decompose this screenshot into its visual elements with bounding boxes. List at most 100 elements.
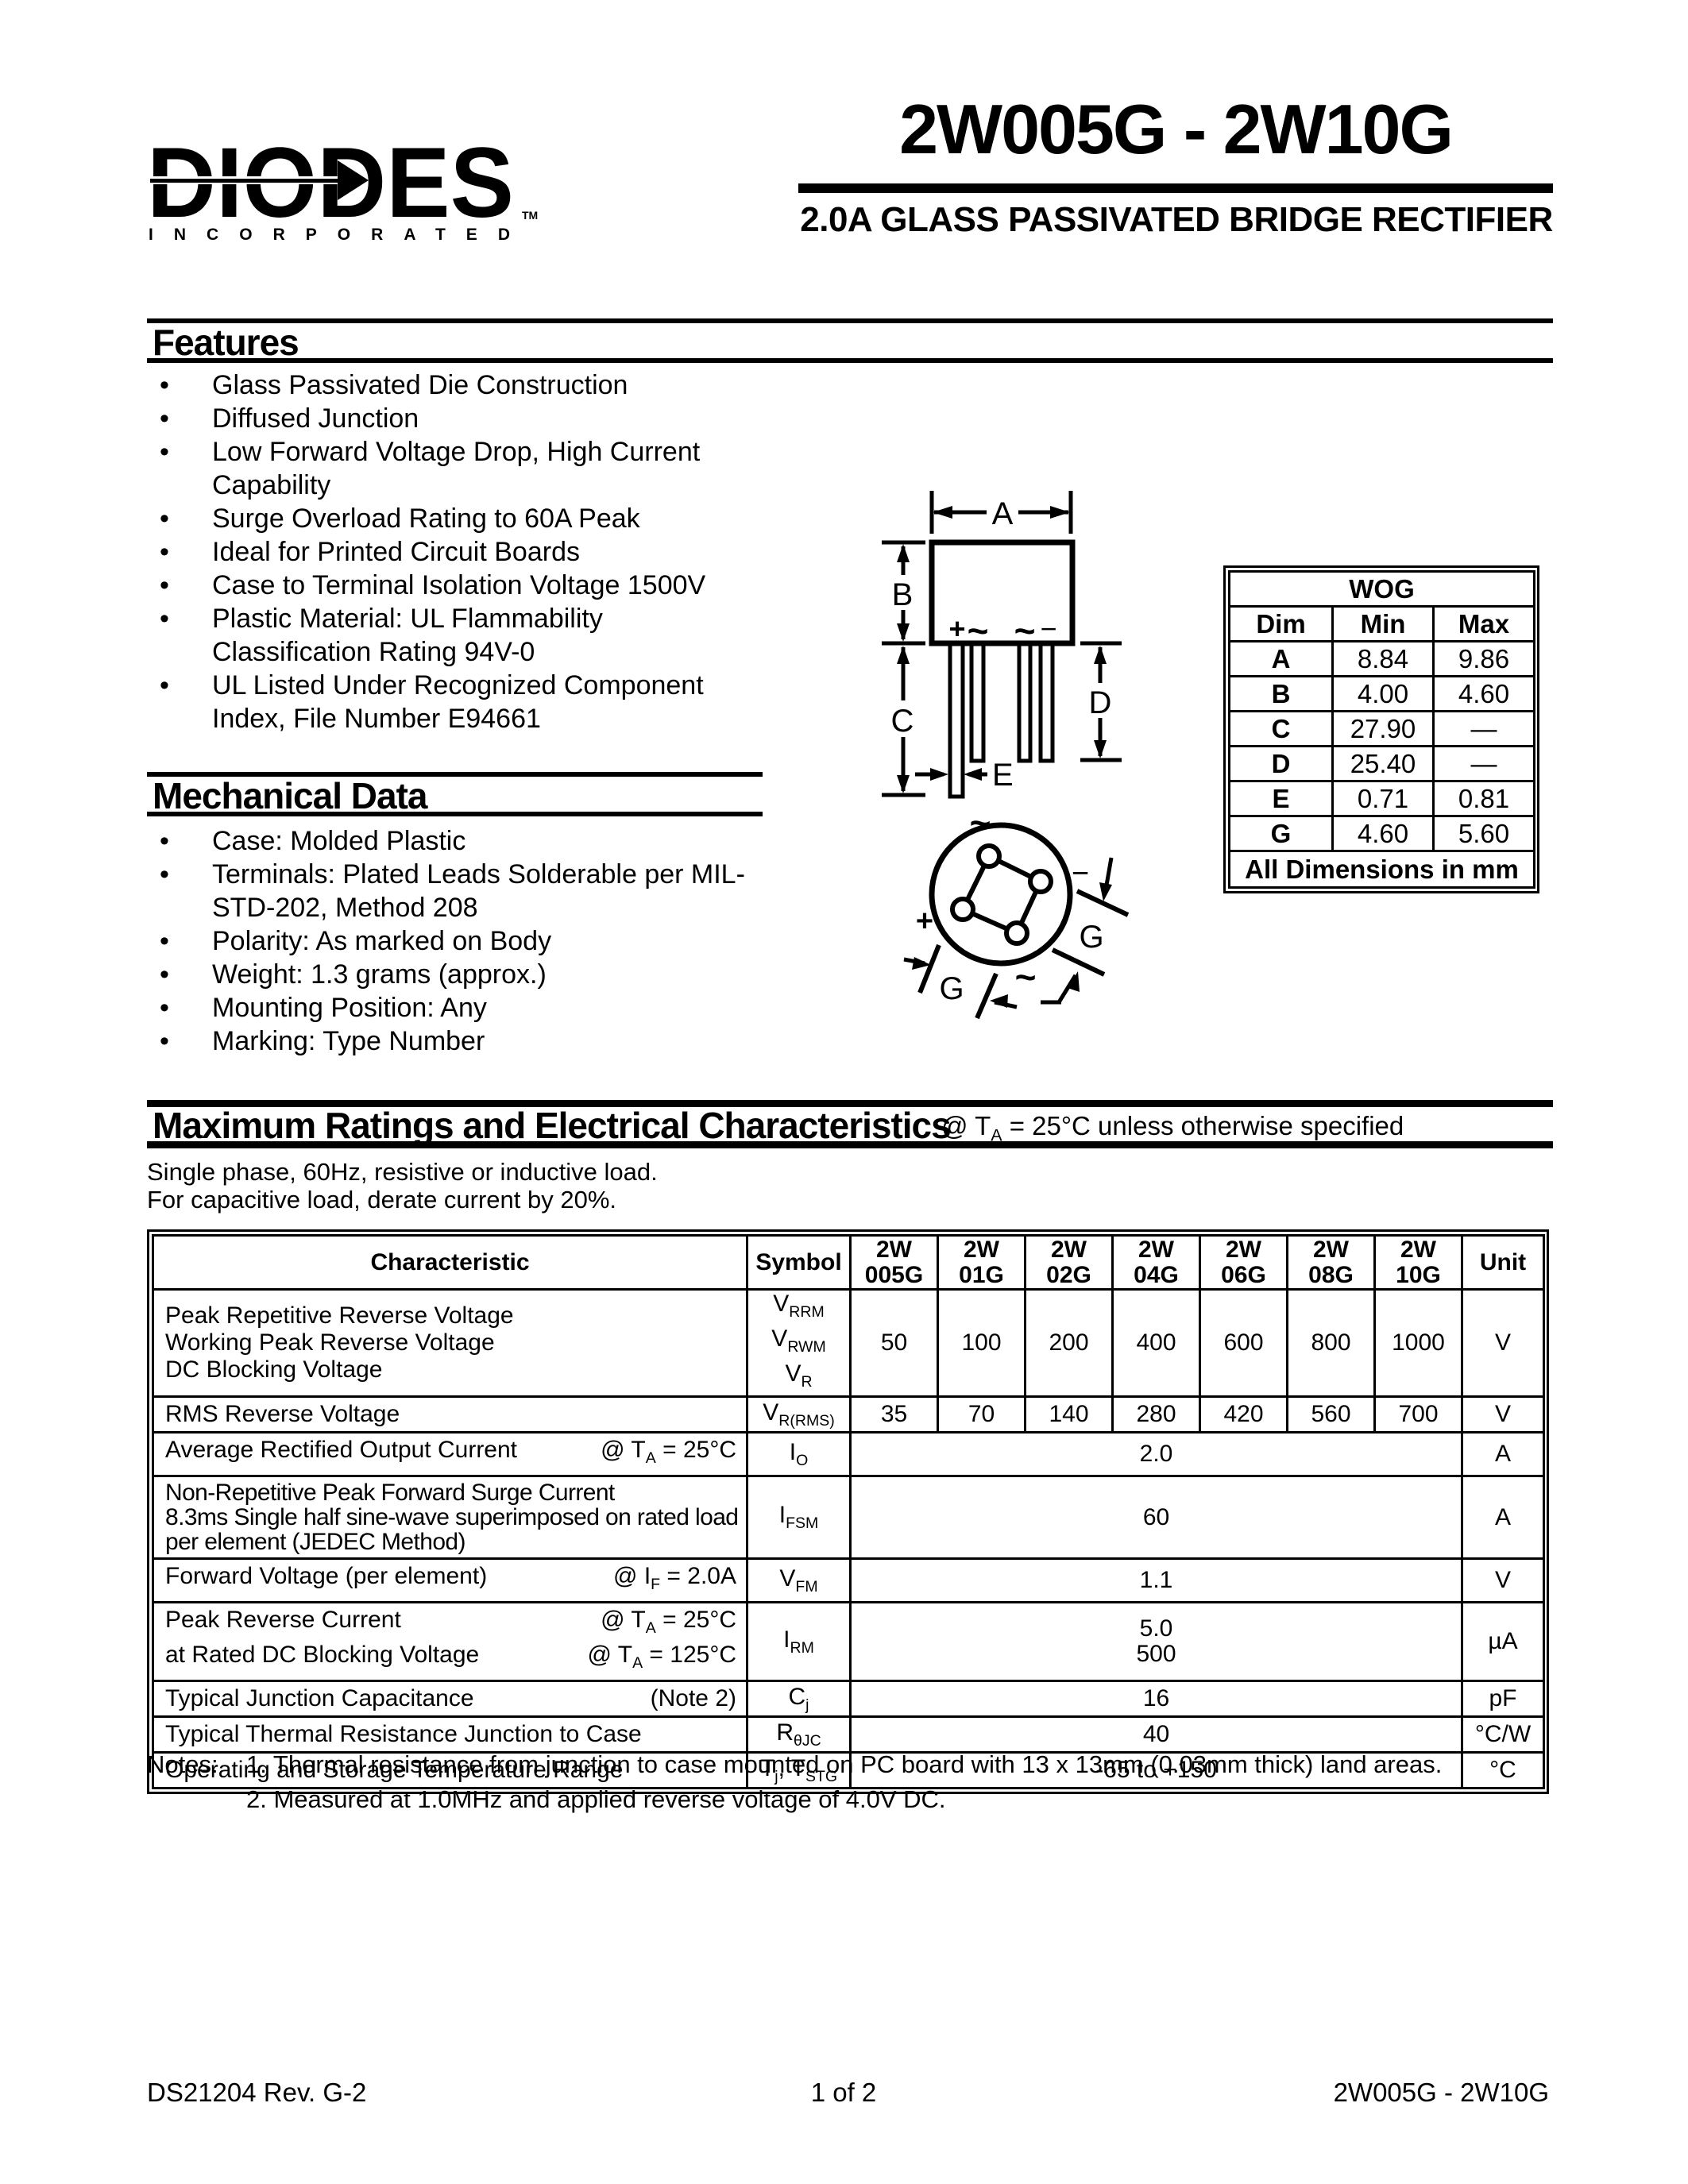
max-cell: 9.86: [1431, 640, 1536, 677]
column-header-part: 2W 02G: [1024, 1234, 1114, 1291]
table-header-row: Characteristic Symbol 2W 005G 2W 01G 2W 02G…: [152, 1234, 1545, 1291]
mechanical-rule-bottom: [147, 812, 763, 816]
min-cell: 27.90: [1331, 710, 1435, 747]
page-title: 2W005G - 2W10G: [899, 90, 1454, 168]
logo-arrow-shaft: [150, 179, 341, 183]
pad-mark-minus: −: [1072, 857, 1089, 890]
unit-cell: V: [1461, 1557, 1545, 1603]
list-item: UL Listed Under Recognized Component Ind…: [147, 669, 751, 735]
list-item: Plastic Material: UL Flammability Classi…: [147, 602, 751, 669]
max-cell: 5.60: [1431, 815, 1536, 852]
table-row: Peak Repetitive Reverse Voltage Working …: [152, 1288, 1545, 1398]
min-cell: 4.00: [1331, 675, 1435, 712]
dim-cell: A: [1228, 640, 1334, 677]
logo-arrow-icon: [338, 160, 369, 200]
dimension-table-title: WOG: [1227, 570, 1536, 608]
symbol-cell: VRRM VRWM VR: [746, 1288, 852, 1398]
column-header: Dim: [1228, 605, 1334, 642]
column-header-characteristic: Characteristic: [152, 1234, 748, 1291]
min-cell: 8.84: [1331, 640, 1435, 677]
symbol-cell: IRM: [746, 1601, 852, 1682]
pad-mark-plus: +: [916, 905, 933, 938]
table-row: G 4.60 5.60: [1228, 815, 1536, 852]
table-row: A 8.84 9.86: [1228, 640, 1536, 677]
dim-label-g: G: [939, 971, 964, 1006]
footer-part-range: 2W005G - 2W10G: [1333, 2078, 1549, 2107]
list-item: Case: Molded Plastic: [147, 824, 751, 858]
list-item: Marking: Type Number: [147, 1024, 751, 1058]
list-item: Mounting Position: Any: [147, 991, 751, 1024]
pad-mark-ac: ~: [1015, 956, 1037, 997]
ratings-rule-top: [147, 1100, 1553, 1107]
symbol-cell: Cj: [746, 1680, 852, 1718]
dim-label-g: G: [1079, 920, 1103, 955]
unit-cell: µA: [1461, 1601, 1545, 1682]
footer-page-number: 1 of 2: [810, 2078, 877, 2107]
table-row: Peak Reverse Current @ TA = 25°C at Rate…: [152, 1601, 1545, 1682]
list-item: Surge Overload Rating to 60A Peak: [147, 502, 751, 535]
unit-cell: A: [1461, 1431, 1545, 1477]
symbol-cell: Tj, TSTG: [746, 1751, 852, 1789]
table-row: Average Rectified Output Current @ TA = …: [152, 1431, 1545, 1477]
mechanical-rule-top: [147, 772, 763, 777]
ratings-heading: Maximum Ratings and Electrical Character…: [153, 1105, 952, 1146]
dim-label-c: C: [891, 704, 914, 739]
column-header-part: 2W 06G: [1199, 1234, 1288, 1291]
symbol-cell: VR(RMS): [746, 1395, 852, 1433]
unit-cell: V: [1461, 1395, 1545, 1433]
list-item: Weight: 1.3 grams (approx.): [147, 958, 751, 991]
load-condition-line: Single phase, 60Hz, resistive or inducti…: [147, 1158, 658, 1186]
dim-cell: D: [1228, 745, 1334, 782]
features-rule-top: [147, 318, 1553, 323]
ratings-table: Characteristic Symbol 2W 005G 2W 01G 2W 02G…: [147, 1229, 1549, 1794]
list-item: Glass Passivated Die Construction: [147, 369, 751, 402]
body-mark-ac: ~: [968, 610, 989, 651]
mechanical-heading: Mechanical Data: [153, 775, 427, 816]
table-row: Typical Thermal Resistance Junction to C…: [152, 1715, 1545, 1754]
package-outline-diagram: A + ~ ~ − B C D: [882, 491, 1130, 1020]
title-rule: [798, 183, 1553, 193]
unit-cell: V: [1461, 1288, 1545, 1398]
table-row: Typical Junction Capacitance (Note 2) Cj…: [152, 1680, 1545, 1718]
table-row: C 27.90 —: [1228, 710, 1536, 747]
table-row: E 0.71 0.81: [1228, 780, 1536, 817]
dim-cell: B: [1228, 675, 1334, 712]
unit-cell: pF: [1461, 1680, 1545, 1718]
column-header: Min: [1331, 605, 1435, 642]
column-header-part: 2W 08G: [1286, 1234, 1376, 1291]
dimension-table-footer: All Dimensions in mm: [1227, 850, 1536, 889]
footer-doc-number: DS21204 Rev. G-2: [147, 2078, 367, 2107]
features-heading: Features: [153, 322, 299, 363]
list-item: Diffused Junction: [147, 402, 751, 435]
body-mark-minus: −: [1040, 612, 1056, 645]
body-mark-plus: +: [948, 612, 965, 645]
unit-cell: A: [1461, 1475, 1545, 1560]
max-cell: 0.81: [1431, 780, 1536, 817]
features-list: Glass Passivated Die Construction Diffus…: [147, 369, 751, 735]
max-cell: 4.60: [1431, 675, 1536, 712]
list-item: Case to Terminal Isolation Voltage 1500V: [147, 569, 751, 602]
ratings-rule-bottom: [147, 1141, 1553, 1148]
dim-label-b: B: [892, 577, 914, 612]
dim-label-a: A: [992, 496, 1014, 531]
symbol-cell: VFM: [746, 1557, 852, 1603]
max-cell: —: [1431, 710, 1536, 747]
table-row: Operating and Storage Temperature Range …: [152, 1751, 1545, 1789]
mechanical-list: Case: Molded Plastic Terminals: Plated L…: [147, 824, 751, 1058]
note-line: 2. Measured at 1.0MHz and applied revers…: [246, 1785, 946, 1813]
min-cell: 4.60: [1331, 815, 1435, 852]
table-row: B 4.00 4.60: [1228, 675, 1536, 712]
column-header-symbol: Symbol: [746, 1234, 852, 1291]
list-item: Terminals: Plated Leads Solderable per M…: [147, 858, 751, 924]
load-condition-line: For capacitive load, derate current by 2…: [147, 1186, 617, 1214]
column-header-part: 2W 005G: [849, 1234, 939, 1291]
column-header-part: 2W 10G: [1373, 1234, 1463, 1291]
column-header: Max: [1431, 605, 1536, 642]
symbol-cell: IO: [746, 1431, 852, 1477]
unit-cell: °C/W: [1461, 1715, 1545, 1754]
notes-label: Notes:: [147, 1750, 218, 1778]
list-item: Polarity: As marked on Body: [147, 924, 751, 958]
table-row: Forward Voltage (per element) @ IF = 2.0…: [152, 1557, 1545, 1603]
unit-cell: °C: [1461, 1751, 1545, 1789]
